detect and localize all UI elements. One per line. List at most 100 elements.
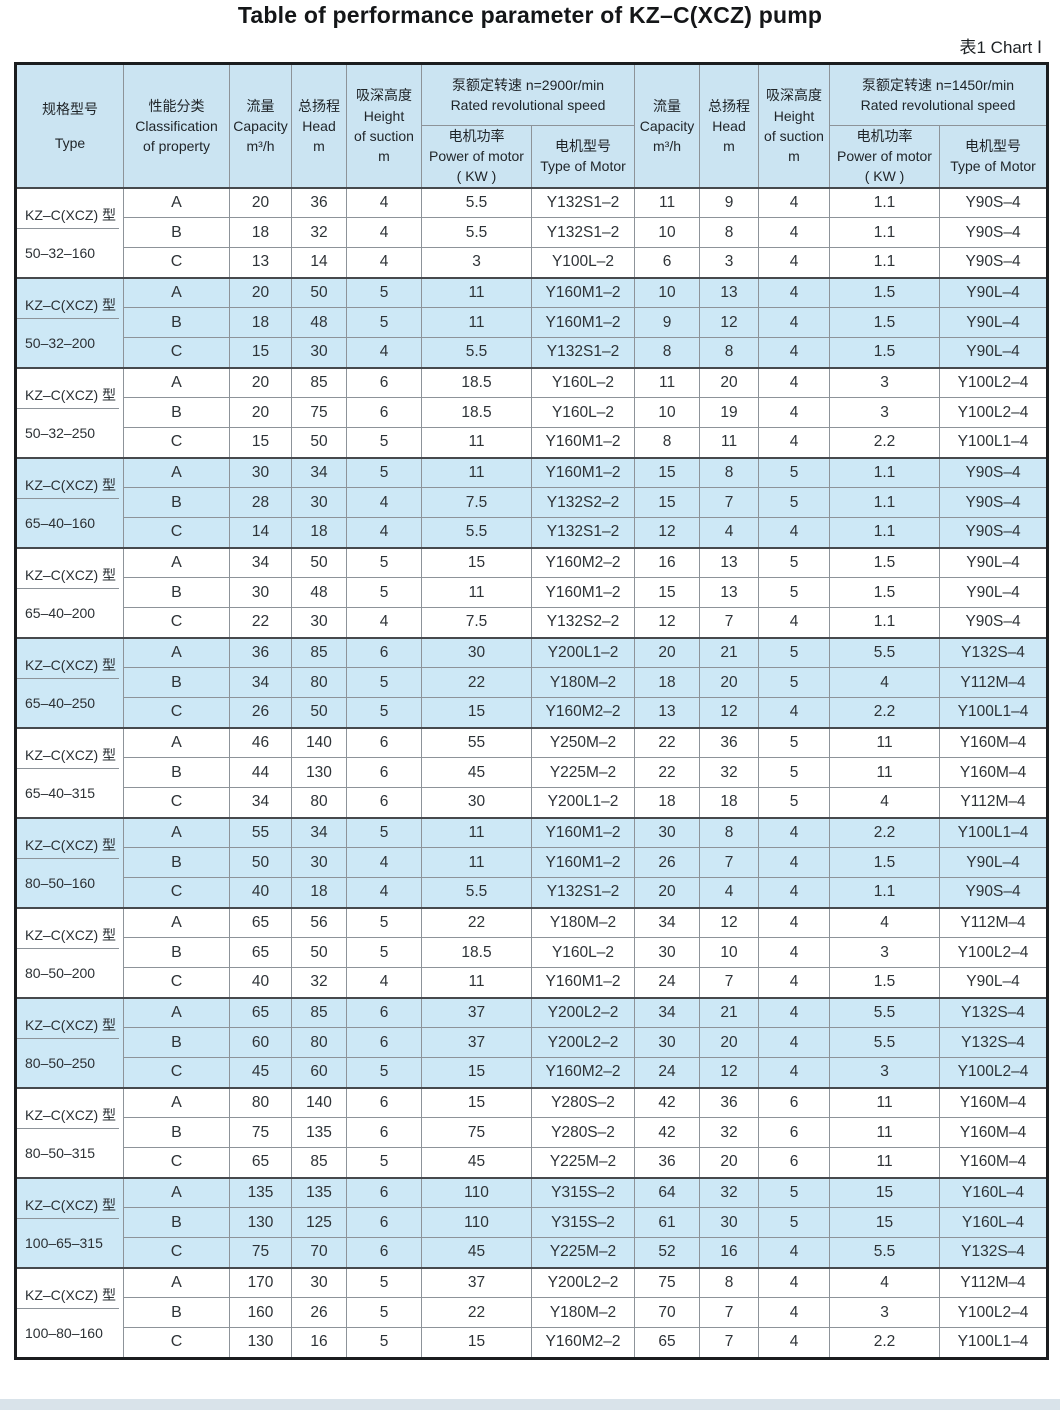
cell-suction-1450: 4 [758, 607, 831, 639]
cell-power-1450: 1.5 [829, 847, 941, 879]
cell-motor-1450: Y90L–4 [939, 276, 1049, 309]
cell-capacity-2900: 170 [229, 1266, 292, 1299]
cell-head-2900: 26 [291, 1297, 347, 1329]
cell-power-2900: 7.5 [421, 487, 532, 519]
table-row: KZ–C(XCZ) 型 65–40–200 A 34 50 5 15 Y160M2–2 16 13… [15, 546, 1049, 639]
cell-capacity-1450: 16 [634, 546, 701, 579]
cell-motor-2900: Y315S–2 [530, 1207, 636, 1239]
cell-head-1450: 7 [699, 1327, 760, 1359]
cell-power-1450: 1.1 [829, 217, 941, 249]
cell-power-2900: 15 [421, 697, 532, 729]
cell-head-2900: 16 [291, 1327, 347, 1359]
cell-head-2900: 135 [291, 1117, 347, 1149]
header-power-en: Power of motor [429, 148, 524, 165]
cell-capacity-2900: 14 [229, 517, 292, 549]
cell-capacity-2900: 135 [229, 1176, 292, 1209]
table-row: C 65 85 5 45 Y225M–2 36 20 6 11 Y160M–4 [16, 1147, 1049, 1179]
pump-size: 80–50–160 [25, 874, 96, 891]
cell-motor-1450: Y90L–4 [939, 577, 1049, 609]
cell-suction-2900: 5 [346, 546, 422, 579]
cell-head-1450: 8 [699, 337, 760, 369]
cell-head-2900: 36 [291, 186, 347, 219]
cell-suction-2900: 6 [346, 1086, 422, 1119]
cell-suction-1450: 6 [758, 1086, 831, 1119]
cell-motor-1450: Y90L–4 [939, 307, 1049, 339]
cell-head-1450: 36 [699, 726, 760, 759]
cell-motor-2900: Y280S–2 [530, 1086, 636, 1119]
pump-model: KZ–C(XCZ) 型 [17, 835, 119, 859]
header-speed-2900-cn: 泵额定转速 n=2900r/min [451, 76, 605, 93]
pump-model: KZ–C(XCZ) 型 [17, 655, 119, 679]
pump-type-cell: KZ–C(XCZ) 型 65–40–250 [15, 636, 124, 729]
table-row: KZ–C(XCZ) 型 80–50–200 A 65 56 5 22 Y180M–2 34 12 4… [15, 906, 1049, 999]
cell-power-1450: 2.2 [829, 1327, 941, 1359]
cell-power-1450: 15 [829, 1176, 941, 1209]
cell-power-2900: 5.5 [421, 877, 532, 909]
cell-head-1450: 7 [699, 1297, 760, 1329]
header-motor-en: Type of Motor [950, 158, 1036, 175]
cell-capacity-1450: 42 [634, 1117, 701, 1149]
cell-motor-2900: Y132S1–2 [530, 877, 636, 909]
cell-power-1450: 1.1 [829, 247, 941, 279]
class-cell: B [123, 217, 230, 249]
col-header-classification: 性能分类 Classification of property [123, 62, 230, 189]
cell-capacity-2900: 46 [229, 726, 292, 759]
class-cell: B [123, 757, 230, 789]
cell-suction-2900: 5 [346, 577, 422, 609]
col-header-speed-1450: 泵额定转速 n=1450r/min Rated revolutional spe… [829, 63, 1049, 126]
cell-suction-1450: 4 [758, 1237, 831, 1269]
header-capacity-unit: m³/h [246, 137, 275, 154]
cell-motor-2900: Y200L2–2 [530, 996, 636, 1029]
header-suction-unit: m [788, 147, 800, 164]
cell-motor-2900: Y225M–2 [530, 1147, 636, 1179]
cell-head-2900: 50 [291, 697, 347, 729]
pump-size: 50–32–160 [25, 244, 96, 261]
cell-suction-1450: 4 [758, 996, 831, 1029]
pump-type-cell: KZ–C(XCZ) 型 65–40–200 [15, 546, 124, 639]
cell-capacity-1450: 11 [634, 366, 701, 399]
cell-head-2900: 18 [291, 877, 347, 909]
cell-power-1450: 2.2 [829, 816, 941, 849]
cell-capacity-2900: 18 [229, 217, 292, 249]
pump-model: KZ–C(XCZ) 型 [17, 205, 119, 229]
cell-capacity-1450: 30 [634, 1027, 701, 1059]
header-head-cn: 总扬程 [708, 97, 751, 114]
cell-power-2900: 45 [421, 1237, 532, 1269]
class-cell: A [123, 636, 230, 669]
class-cell: B [123, 1207, 230, 1239]
cell-suction-2900: 4 [346, 847, 422, 879]
cell-head-2900: 80 [291, 667, 347, 699]
cell-motor-2900: Y160L–2 [530, 397, 636, 429]
cell-suction-2900: 5 [346, 1057, 422, 1089]
cell-power-2900: 22 [421, 667, 532, 699]
cell-suction-1450: 4 [758, 697, 831, 729]
cell-head-1450: 7 [699, 967, 760, 999]
cell-suction-2900: 4 [346, 517, 422, 549]
pump-type-cell: KZ–C(XCZ) 型 80–50–200 [15, 906, 124, 999]
class-cell: B [123, 397, 230, 429]
cell-capacity-1450: 70 [634, 1297, 701, 1329]
cell-motor-1450: Y90S–4 [939, 456, 1049, 489]
cell-head-1450: 11 [699, 427, 760, 459]
cell-power-2900: 15 [421, 1057, 532, 1089]
class-cell: C [123, 427, 230, 459]
cell-power-1450: 11 [829, 726, 941, 759]
class-cell: A [123, 1086, 230, 1119]
cell-capacity-1450: 22 [634, 726, 701, 759]
cell-power-1450: 1.1 [829, 487, 941, 519]
table-row: B 18 48 5 11 Y160M1–2 9 12 4 1.5 Y90L–4 [16, 307, 1049, 339]
header-motor-cn: 电机型号 [555, 138, 611, 155]
cell-motor-1450: Y90S–4 [939, 877, 1049, 909]
table-row: C 22 30 4 7.5 Y132S2–2 12 7 4 1.1 Y90S–4 [16, 607, 1049, 639]
table-row: B 75 135 6 75 Y280S–2 42 32 6 11 Y160M–4 [16, 1117, 1049, 1149]
cell-head-1450: 7 [699, 487, 760, 519]
table-header: 规格型号 Type 性能分类 Classification of propert… [15, 62, 1049, 189]
cell-suction-2900: 6 [346, 366, 422, 399]
cell-suction-2900: 6 [346, 1117, 422, 1149]
page-title: Table of performance parameter of KZ–C(X… [237, 2, 823, 28]
table-row: C 45 60 5 15 Y160M2–2 24 12 4 3 Y100L2–4 [16, 1057, 1049, 1089]
cell-motor-2900: Y180M–2 [530, 1297, 636, 1329]
cell-motor-2900: Y180M–2 [530, 906, 636, 939]
cell-motor-1450: Y100L2–4 [939, 1297, 1049, 1329]
cell-motor-2900: Y200L2–2 [530, 1266, 636, 1299]
